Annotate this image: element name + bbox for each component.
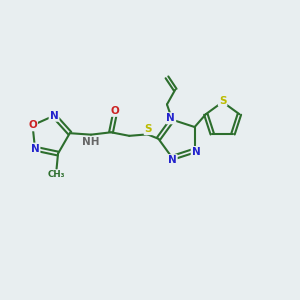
Text: S: S	[219, 95, 226, 106]
Text: N: N	[31, 144, 39, 154]
Text: N: N	[50, 111, 58, 121]
Text: N: N	[167, 113, 175, 123]
Text: CH₃: CH₃	[48, 170, 65, 179]
Text: O: O	[110, 106, 119, 116]
Text: O: O	[28, 120, 37, 130]
Text: NH: NH	[82, 137, 100, 147]
Text: S: S	[145, 124, 152, 134]
Text: N: N	[192, 147, 200, 157]
Text: N: N	[168, 155, 177, 165]
